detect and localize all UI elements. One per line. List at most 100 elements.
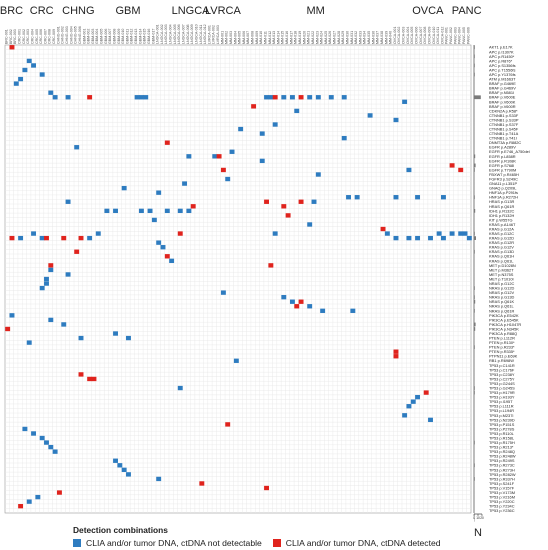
cell-not-detectable	[182, 181, 188, 186]
cell-detected	[87, 95, 93, 100]
cell-not-detectable	[117, 463, 123, 468]
sample-label: MM-003	[229, 31, 233, 44]
cell-not-detectable	[44, 440, 49, 445]
cell-not-detectable	[113, 331, 118, 336]
mutation-label: TP53 p.V216M	[489, 495, 515, 500]
mutation-label: CTNNB1 p.T41I	[489, 136, 517, 141]
group-label-ovca: OVCA	[412, 5, 444, 17]
sample-label: GBM-008	[112, 29, 116, 44]
sample-label: GBM-014	[138, 29, 142, 44]
cell-not-detectable	[126, 472, 131, 477]
cell-not-detectable	[350, 308, 356, 313]
cell-not-detectable	[74, 145, 80, 150]
mutation-label: HRAS p.Q61R	[489, 204, 514, 209]
sample-label: MM-032	[354, 31, 358, 44]
sample-label: LNGCA-008	[186, 24, 190, 44]
group-label-chng: CHNG	[62, 5, 94, 17]
cell-not-detectable	[26, 340, 32, 345]
sample-label: MM-004	[233, 31, 237, 44]
cell-detected	[285, 213, 291, 218]
sample-label: GBM-004	[95, 29, 99, 44]
group-label-gbm: GBM	[115, 5, 140, 17]
cell-detected	[9, 45, 15, 50]
cell-not-detectable	[113, 208, 118, 214]
mutation-label: TP53 p.L111R	[489, 404, 514, 409]
sample-label: PANC-006	[466, 27, 470, 44]
cell-not-detectable	[233, 358, 239, 363]
sample-label: GBM-017	[151, 29, 155, 44]
mutation-label: TP53 p.C141R	[489, 363, 515, 368]
sample-label: CRC-002	[22, 29, 26, 44]
sample-label: OVCA-012	[440, 27, 444, 44]
cell-not-detectable	[289, 299, 295, 304]
mutation-label: APC p.I1307K	[489, 49, 514, 54]
mutation-label: NRAS p.Q61L	[489, 304, 514, 309]
sample-label: CRC-003	[26, 29, 30, 44]
sample-label: GBM-002	[87, 29, 91, 44]
mutation-label: NRAS p.G12C	[489, 281, 514, 286]
cell-not-detectable	[177, 385, 183, 391]
mutation-label: HNF1A p.R272H	[489, 195, 518, 200]
count-bar	[474, 477, 475, 481]
cell-not-detectable	[402, 99, 408, 104]
sample-label: LNGCA-011	[199, 25, 203, 44]
sample-label: MM-031	[350, 31, 354, 44]
mutation-label: TP53 p.R282W	[489, 472, 516, 477]
mutation-label: APC p.R876*	[489, 58, 513, 63]
cell-detected	[294, 304, 300, 309]
count-bars	[473, 45, 481, 522]
cell-detected	[268, 263, 274, 268]
cell-not-detectable	[22, 67, 28, 73]
sample-label: BRC-001	[5, 29, 9, 44]
cell-detected	[74, 249, 80, 254]
cell-not-detectable	[328, 95, 334, 100]
sample-label: OVCA-009	[427, 27, 431, 44]
count-bar	[474, 390, 475, 395]
mutation-label: TP53 p.R273H	[489, 467, 515, 472]
cell-not-detectable	[406, 167, 412, 173]
mutation-label: TP53 p.H193Y	[489, 395, 515, 400]
sample-label: LNGCA-002	[160, 24, 164, 44]
cell-not-detectable	[393, 235, 399, 241]
cell-not-detectable	[126, 335, 131, 341]
sample-label: MM-038	[380, 31, 384, 44]
cell-not-detectable	[238, 126, 244, 132]
cell-not-detectable	[65, 272, 71, 277]
sample-label: GBM-011	[125, 29, 129, 44]
sample-label: MM-010	[259, 31, 263, 44]
sample-label: CRC-005	[35, 29, 39, 44]
mutation-label: PIK3CA p.H1047R	[489, 322, 521, 327]
cell-not-detectable	[31, 431, 37, 436]
legend-items: CLIA and/or tumor DNA, ctDNA not detecta…	[73, 538, 441, 548]
mutation-label: NRAS p.G13D	[489, 295, 514, 300]
mutation-label: BRAF p.V600E	[489, 95, 516, 100]
cell-not-detectable	[151, 217, 157, 223]
sample-label: MM-017	[289, 31, 293, 44]
cell-detected	[251, 104, 257, 109]
sample-id-labels: BRC-001 BRC-002 BRC-003 CRC-001 CRC-002 CRC-0…	[5, 24, 471, 44]
cell-not-detectable	[39, 285, 45, 291]
sample-label: MM-005	[238, 31, 242, 44]
mutation-label: APC p.T1556fs	[489, 67, 515, 72]
mutation-label: EGFR p.L858R	[489, 154, 516, 159]
sample-label: GBM-013	[134, 29, 138, 44]
cell-not-detectable	[341, 95, 347, 100]
count-bar	[474, 154, 476, 159]
sample-label: MM-033	[358, 31, 362, 44]
sample-label: LNGCA-009	[190, 24, 194, 44]
sample-label: MM-029	[341, 31, 345, 44]
cell-detected	[78, 235, 84, 241]
cell-not-detectable	[315, 95, 321, 100]
sample-label: PANC-002	[449, 27, 453, 44]
cell-not-detectable	[229, 149, 235, 154]
cell-not-detectable	[13, 81, 19, 86]
cell-not-detectable	[39, 235, 45, 241]
cell-not-detectable	[160, 245, 166, 250]
count-bar	[474, 308, 475, 313]
mutation-label: CTNNB1 p.T41A	[489, 131, 519, 136]
cell-not-detectable	[272, 122, 278, 127]
cell-not-detectable	[78, 335, 84, 341]
mutation-label: TP53 p.M237I	[489, 413, 513, 418]
mutation-label: CTNNB1 p.S37F	[489, 122, 519, 127]
